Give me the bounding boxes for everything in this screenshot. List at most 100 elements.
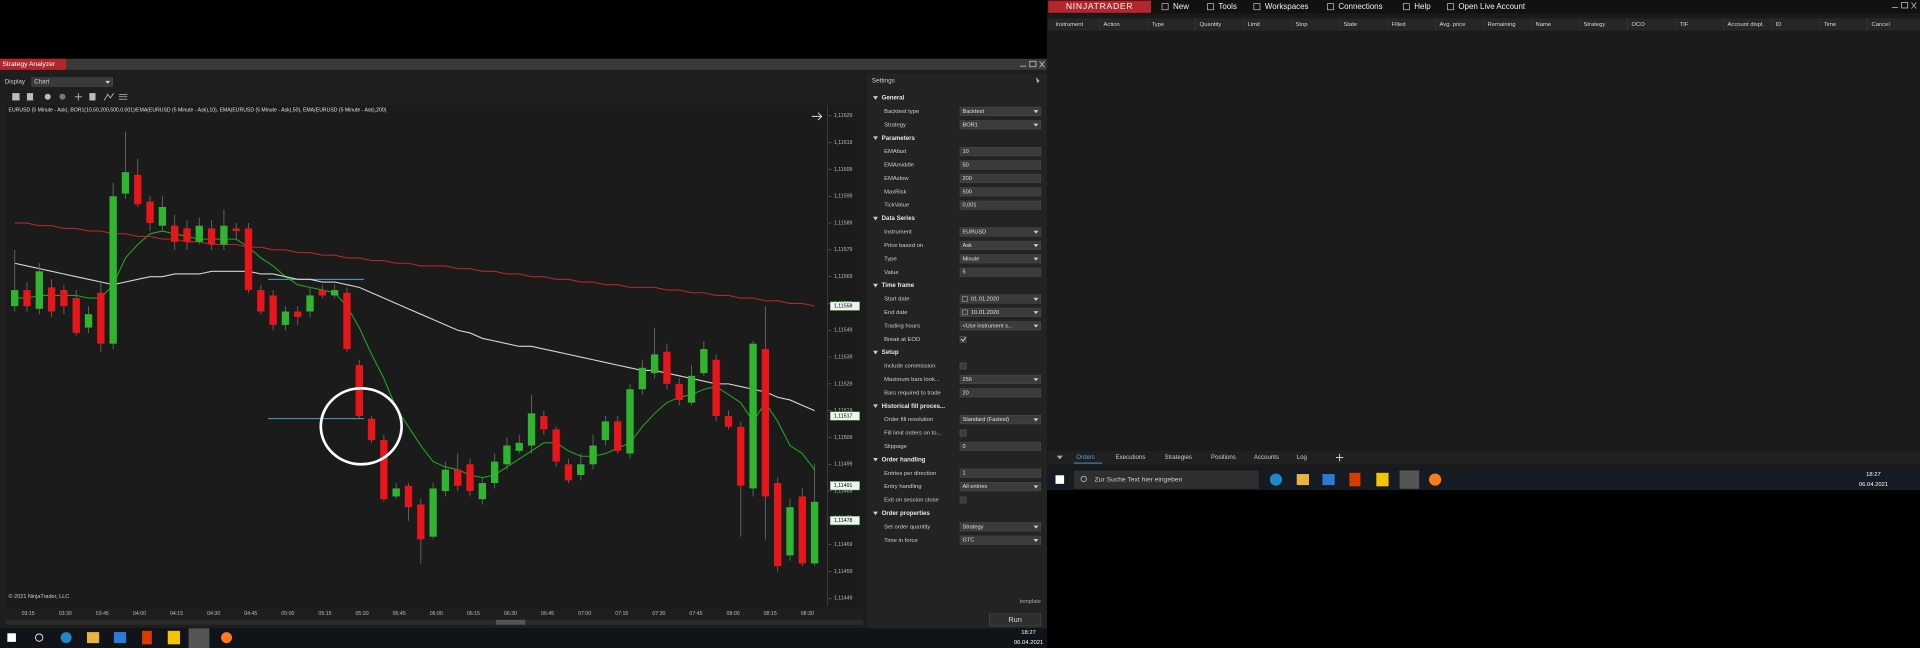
setting-value[interactable]: All entries <box>962 484 987 490</box>
app-firefox[interactable] <box>221 632 233 644</box>
setting-value[interactable]: Ask <box>962 243 972 249</box>
setting-input[interactable] <box>959 147 1042 157</box>
setting-input[interactable] <box>959 522 1042 532</box>
setting-value[interactable]: 1 <box>962 471 965 477</box>
setting-value[interactable]: <Use instrument s... <box>962 323 1013 329</box>
scrollbar[interactable] <box>6 619 864 625</box>
tool-zoomout[interactable] <box>59 93 66 100</box>
tool-pointer[interactable] <box>26 93 34 101</box>
window-controls[interactable] <box>1020 60 1045 68</box>
search-box[interactable] <box>1073 470 1259 489</box>
start-button[interactable] <box>1055 475 1065 484</box>
column-header[interactable]: Remaining <box>1488 22 1516 28</box>
setting-input[interactable] <box>959 294 1042 304</box>
app-notes[interactable] <box>1376 472 1389 487</box>
setting-input[interactable] <box>959 106 1042 116</box>
chart-nav-arrow[interactable] <box>811 112 823 121</box>
scroll-thumb[interactable] <box>495 619 526 625</box>
column-header[interactable]: Quantity <box>1200 22 1222 28</box>
app-notes[interactable] <box>167 630 180 645</box>
tab[interactable]: Accounts <box>1254 454 1279 461</box>
app-ninjatrader[interactable] <box>1399 470 1420 489</box>
setting-input[interactable] <box>959 321 1042 331</box>
column-header[interactable]: Time <box>1824 22 1837 28</box>
section-toggle[interactable] <box>873 511 878 516</box>
setting-value[interactable]: 20 <box>962 390 968 396</box>
setting-input[interactable] <box>959 173 1042 183</box>
menu-item[interactable]: Tools <box>1218 2 1237 11</box>
app-mail[interactable] <box>1322 474 1335 486</box>
setting-input[interactable] <box>959 120 1042 130</box>
setting-value[interactable]: BOR1 <box>962 122 977 128</box>
setting-input[interactable] <box>959 468 1042 478</box>
section-toggle[interactable] <box>873 283 878 288</box>
setting-value[interactable]: EURUSD <box>962 229 986 235</box>
section-toggle[interactable] <box>873 457 878 462</box>
setting-value[interactable]: 500 <box>962 189 971 195</box>
column-header[interactable]: Action <box>1104 22 1120 28</box>
setting-value[interactable]: Minute <box>962 256 979 262</box>
column-header[interactable]: Filled <box>1392 22 1406 28</box>
column-header[interactable]: Limit <box>1248 22 1261 28</box>
column-header[interactable]: Name <box>1536 22 1552 28</box>
app-firefox[interactable] <box>1428 473 1442 486</box>
menu-item[interactable]: New <box>1173 2 1189 11</box>
setting-value[interactable]: 0,001 <box>962 203 976 209</box>
menu-item[interactable]: Connections <box>1338 2 1382 11</box>
maximize[interactable] <box>1029 60 1037 68</box>
setting-input[interactable] <box>959 227 1042 237</box>
setting-input[interactable] <box>959 307 1042 317</box>
checkbox[interactable] <box>959 496 967 504</box>
app-edge[interactable] <box>1269 473 1283 486</box>
setting-value[interactable]: 01.01.2020 <box>971 296 999 302</box>
tab[interactable]: Strategies <box>1164 454 1192 461</box>
checkbox[interactable] <box>959 429 967 437</box>
maximize[interactable] <box>1901 2 1909 9</box>
setting-value[interactable]: 5 <box>962 270 965 276</box>
setting-value[interactable]: Backtest <box>962 109 984 115</box>
setting-input[interactable] <box>959 254 1042 264</box>
app-edge[interactable] <box>60 632 72 644</box>
close[interactable] <box>1911 2 1917 9</box>
column-header[interactable]: OCO <box>1632 22 1646 28</box>
setting-value[interactable]: 10 <box>962 149 968 155</box>
setting-value[interactable]: Strategy <box>962 524 983 530</box>
taskbar-apps[interactable] <box>1269 470 1442 489</box>
setting-input[interactable] <box>959 267 1042 277</box>
app-ninjatrader[interactable] <box>188 628 210 648</box>
column-header[interactable]: Strategy <box>1584 22 1606 28</box>
run-button[interactable] <box>989 613 1042 627</box>
display-value[interactable]: Chart <box>34 79 49 86</box>
section-toggle[interactable] <box>873 404 878 409</box>
menu-item[interactable]: Open Live Account <box>1458 2 1526 11</box>
tab[interactable]: Executions <box>1116 454 1146 461</box>
column-header[interactable]: Account displ. <box>1728 22 1765 28</box>
section-toggle[interactable] <box>873 136 878 141</box>
checkbox[interactable] <box>959 335 967 343</box>
add-tab[interactable] <box>1335 453 1344 462</box>
app-explorer[interactable] <box>1296 474 1309 486</box>
column-header[interactable]: Cancel <box>1872 22 1890 28</box>
setting-value[interactable]: 200 <box>962 176 971 182</box>
app-explorer[interactable] <box>86 632 100 644</box>
search-placeholder[interactable]: Zur Suche Text hier eingeben <box>1095 476 1183 483</box>
setting-value[interactable]: 256 <box>962 377 971 383</box>
section-toggle[interactable] <box>873 96 878 100</box>
setting-input[interactable] <box>959 535 1042 545</box>
setting-input[interactable] <box>959 482 1042 492</box>
tab[interactable]: Log <box>1297 454 1307 461</box>
column-header[interactable]: TIF <box>1680 22 1689 28</box>
setting-input[interactable] <box>959 240 1042 250</box>
tool-zoom[interactable] <box>44 93 51 100</box>
tab[interactable]: Orders <box>1076 454 1095 461</box>
app-office[interactable] <box>1349 472 1361 487</box>
section-toggle[interactable] <box>873 350 878 355</box>
app-mail[interactable] <box>113 632 127 644</box>
column-header[interactable]: Type <box>1152 22 1165 28</box>
run-label[interactable]: Run <box>1008 615 1021 624</box>
tool-properties[interactable] <box>89 93 96 101</box>
column-header[interactable]: ID <box>1776 22 1782 28</box>
setting-value[interactable]: 0 <box>962 444 965 450</box>
control-window-controls[interactable] <box>1891 2 1917 9</box>
tool-list[interactable] <box>118 93 128 100</box>
